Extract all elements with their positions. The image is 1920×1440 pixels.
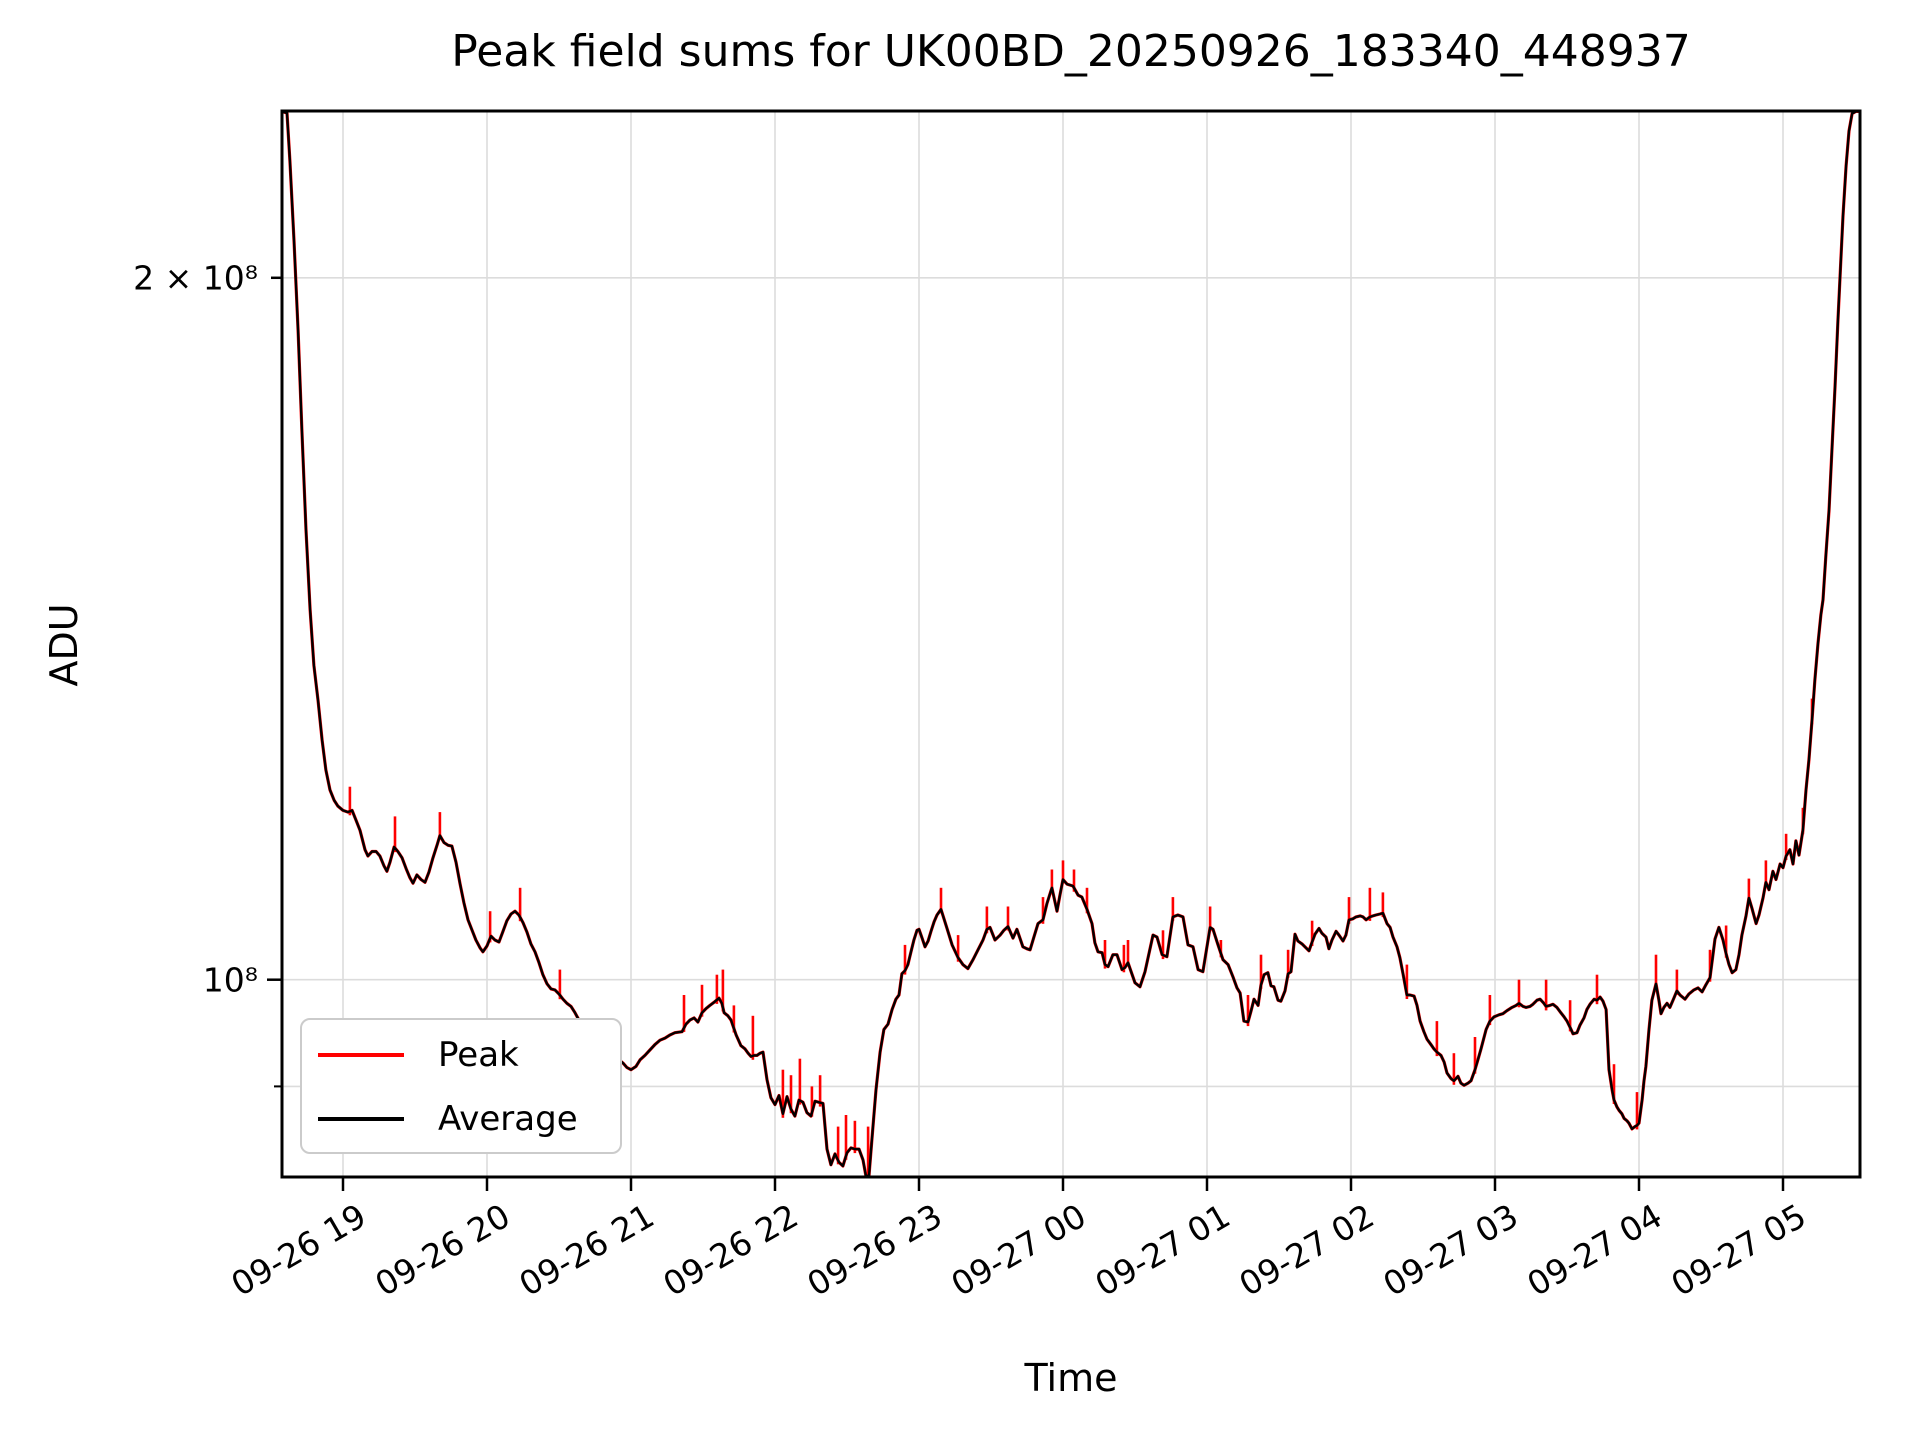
legend-entry-average: Average (302, 1088, 620, 1150)
y-axis-label: ADU (42, 603, 86, 687)
y-tick-label-2e8: 2 × 10⁸ (133, 258, 258, 298)
y-tick-label-1e8: 10⁸ (202, 960, 258, 1000)
average-line-swatch (318, 1117, 404, 1121)
peak-line-swatch (318, 1053, 404, 1057)
legend-label-peak: Peak (438, 1035, 519, 1075)
legend: Peak Average (300, 1018, 622, 1154)
legend-entry-peak: Peak (302, 1024, 620, 1086)
x-axis-label: Time (1024, 1356, 1118, 1400)
figure-title: Peak field sums for UK00BD_20250926_1833… (451, 26, 1691, 77)
legend-label-average: Average (438, 1099, 578, 1139)
